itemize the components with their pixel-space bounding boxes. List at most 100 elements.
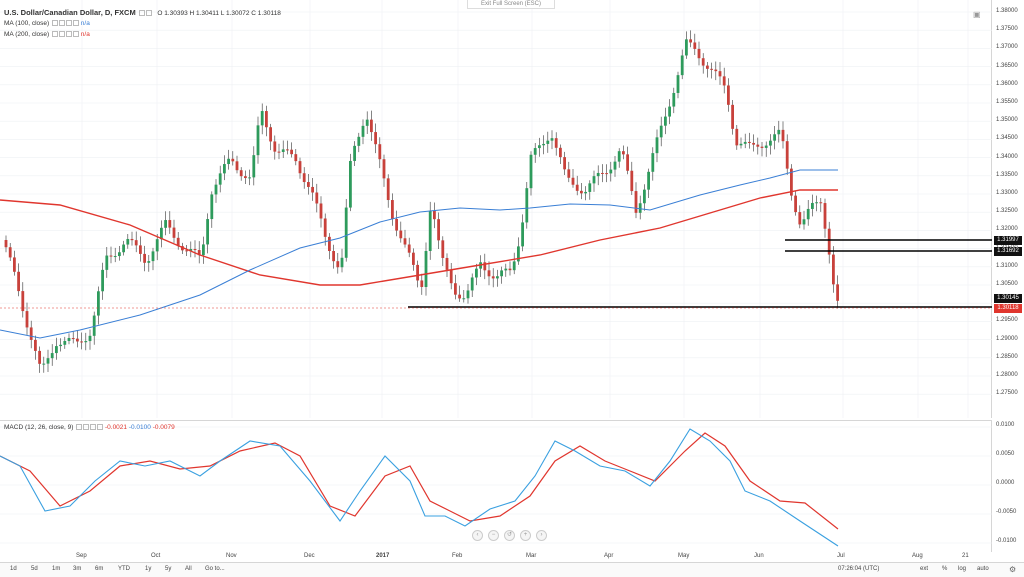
- candle-body: [29, 327, 33, 340]
- legend-box-icon[interactable]: [65, 31, 72, 38]
- candle-body: [4, 240, 8, 248]
- range-button[interactable]: 1y: [145, 566, 152, 572]
- candle-body: [466, 290, 470, 299]
- range-button[interactable]: 3m: [73, 566, 82, 572]
- range-button[interactable]: 1d: [10, 566, 17, 572]
- legend-box-icon[interactable]: [51, 31, 58, 38]
- reset-icon[interactable]: ↺: [504, 530, 515, 541]
- candle-body: [63, 340, 67, 345]
- scroll-right-icon[interactable]: ›: [536, 530, 547, 541]
- auto-scale-toggle[interactable]: auto: [977, 566, 989, 572]
- price-axis-label: 1.28000: [996, 372, 1018, 378]
- legend-box-icon[interactable]: [83, 424, 90, 431]
- candle-body: [487, 270, 491, 277]
- price-axis-label: 1.36500: [996, 62, 1018, 69]
- range-button[interactable]: YTD: [118, 566, 130, 572]
- price-axis-label: 1.36000: [996, 80, 1018, 87]
- candle-body: [794, 195, 797, 213]
- candle-body: [189, 248, 193, 251]
- legend-box-icon[interactable]: [76, 424, 83, 431]
- legend-box-icon[interactable]: [65, 20, 72, 27]
- ma200-value: n/a: [80, 31, 90, 38]
- price-chart-canvas[interactable]: [0, 0, 992, 418]
- log-toggle[interactable]: log: [958, 566, 967, 572]
- candle-body: [97, 291, 100, 316]
- candle-body: [458, 294, 461, 299]
- percent-toggle[interactable]: %: [942, 566, 948, 572]
- time-axis[interactable]: Sep Oct Nov Dec 2017 Feb Mar Apr May Jun Jul Aug 21: [0, 552, 992, 564]
- macd-canvas[interactable]: [0, 421, 992, 553]
- candle-body: [42, 363, 46, 365]
- range-button[interactable]: 5y: [165, 566, 172, 572]
- macd-pane[interactable]: [0, 420, 992, 552]
- price-axis-label: 1.34500: [996, 135, 1018, 142]
- candle-body: [265, 111, 268, 128]
- candle-body: [701, 58, 705, 66]
- candle-body: [491, 276, 495, 279]
- price-axis[interactable]: 1.38000 1.37500 1.37000 1.36500 1.36000 1.355…: [992, 0, 1024, 418]
- legend-box-icon[interactable]: [58, 20, 65, 27]
- candle-body: [706, 65, 709, 69]
- candle-body: [160, 227, 163, 240]
- macd-axis[interactable]: 0.0100 0.0050 0.0000 -0.0050 -0.0100: [992, 420, 1024, 552]
- candle-body: [412, 252, 415, 265]
- candle-body: [609, 169, 613, 174]
- ma100-legend: MA (100, close) n/a: [4, 20, 90, 27]
- zoom-out-icon[interactable]: −: [488, 530, 499, 541]
- price-axis-label: 1.33000: [996, 190, 1018, 196]
- candle-body: [672, 92, 676, 107]
- candle-body: [349, 160, 352, 208]
- range-button[interactable]: 1m: [52, 566, 61, 572]
- candle-body: [399, 230, 403, 239]
- price-axis-label: 1.27500: [996, 390, 1018, 397]
- exit-fullscreen-button[interactable]: Exit Full Screen (ESC): [467, 0, 555, 9]
- price-tag: 1.31997: [994, 236, 1022, 245]
- macd-axis-label: 0.0050: [996, 451, 1015, 457]
- legend-box-icon[interactable]: [58, 31, 65, 38]
- chart-settings-icon[interactable]: ▣: [973, 10, 981, 19]
- ext-hours-toggle[interactable]: ext: [920, 566, 929, 572]
- utc-clock[interactable]: 07:26:04 (UTC): [838, 566, 880, 572]
- candle-body: [21, 291, 25, 312]
- zoom-in-icon[interactable]: +: [520, 530, 531, 541]
- range-button[interactable]: 6m: [95, 566, 104, 572]
- symbol-title: U.S. Dollar/Canadian Dollar, D, FXCM: [4, 8, 136, 17]
- candle-body: [567, 169, 571, 178]
- candle-body: [760, 146, 764, 148]
- price-axis-label: 1.29500: [996, 317, 1018, 324]
- candle-body: [617, 151, 621, 162]
- price-chart[interactable]: [0, 0, 992, 418]
- candle-body: [676, 75, 680, 93]
- time-axis-label: Oct: [151, 553, 161, 559]
- range-button[interactable]: All: [185, 566, 192, 572]
- candle-body: [294, 154, 298, 162]
- time-axis-label: Feb: [452, 553, 463, 559]
- candle-body: [819, 202, 823, 204]
- legend-box-icon[interactable]: [138, 10, 145, 17]
- candle-body: [357, 136, 361, 146]
- time-axis-label: 2017: [376, 553, 390, 559]
- candle-body: [391, 200, 394, 219]
- legend-box-icon[interactable]: [97, 424, 104, 431]
- candle-body: [260, 111, 264, 126]
- range-button[interactable]: Go to...: [205, 566, 225, 572]
- candle-body: [827, 228, 831, 255]
- legend-box-icon[interactable]: [145, 10, 152, 17]
- range-button[interactable]: 5d: [31, 566, 38, 572]
- candle-body: [172, 227, 176, 238]
- candle-body: [76, 338, 79, 342]
- legend-box-icon[interactable]: [51, 20, 58, 27]
- candle-body: [307, 182, 310, 187]
- gear-icon[interactable]: ⚙: [1009, 565, 1017, 574]
- candle-body: [25, 311, 29, 328]
- scroll-left-icon[interactable]: ‹: [472, 530, 483, 541]
- ohlc-values: O 1.30393 H 1.30411 L 1.30072 C 1.30118: [157, 10, 281, 17]
- candle-body: [407, 244, 411, 253]
- legend-box-icon[interactable]: [72, 31, 79, 38]
- candle-body: [517, 246, 520, 262]
- candle-body: [244, 176, 247, 179]
- candle-body: [811, 202, 814, 209]
- legend-box-icon[interactable]: [90, 424, 97, 431]
- candle-body: [223, 164, 226, 174]
- legend-box-icon[interactable]: [72, 20, 79, 27]
